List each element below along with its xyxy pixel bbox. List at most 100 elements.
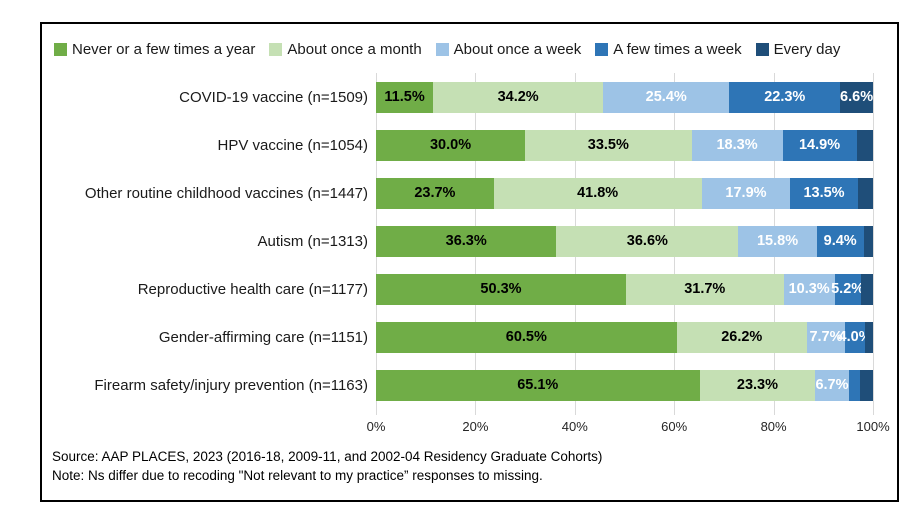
bar-segment: 11.5% bbox=[376, 81, 434, 113]
legend-item-0: Never or a few times a year bbox=[54, 41, 255, 58]
segment-value-label: 33.5% bbox=[587, 137, 629, 153]
bar-row: HPV vaccine (n=1054) 30.0% 33.5% 18.3% 14.9% bbox=[42, 121, 897, 169]
category-label: HPV vaccine (n=1054) bbox=[217, 136, 369, 154]
category-label: Gender-affirming care (n=1151) bbox=[158, 328, 368, 346]
bar-segment bbox=[865, 321, 873, 353]
bar-track: 50.3% 31.7% 10.3% 5.2% bbox=[376, 273, 873, 305]
axis-tick-label: 60% bbox=[661, 419, 688, 434]
legend-label: About once a week bbox=[453, 41, 582, 58]
bar-track: 23.7% 41.8% 17.9% 13.5% bbox=[376, 177, 873, 209]
bar-segment: 23.3% bbox=[699, 369, 816, 401]
chart-footer: Source: AAP PLACES, 2023 (2016-18, 2009-… bbox=[42, 435, 897, 486]
bar-segment: 36.3% bbox=[376, 225, 557, 257]
bar-segment: 26.2% bbox=[676, 321, 807, 353]
bar-track: 65.1% 23.3% 6.7% bbox=[376, 369, 873, 401]
bar-track: 36.3% 36.6% 15.8% 9.4% bbox=[376, 225, 873, 257]
bar-segment: 17.9% bbox=[701, 177, 791, 209]
stacked-bar-chart: COVID-19 vaccine (n=1509) 11.5% 34.2% 25.4%… bbox=[42, 73, 897, 415]
bar-segment: 13.5% bbox=[790, 177, 858, 209]
axis-tick-label: 80% bbox=[760, 419, 787, 434]
bar-segment bbox=[860, 369, 873, 401]
segment-value-label: 9.4% bbox=[823, 233, 857, 249]
bar-segment: 33.5% bbox=[525, 129, 692, 161]
bar-segment: 7.7% bbox=[806, 321, 846, 353]
legend-label: Every day bbox=[773, 41, 841, 58]
bar-segment: 65.1% bbox=[376, 369, 700, 401]
segment-value-label: 13.5% bbox=[803, 185, 845, 201]
category-label: Firearm safety/injury prevention (n=1163… bbox=[94, 376, 368, 394]
segment-value-label: 23.7% bbox=[414, 185, 456, 201]
bar-segment: 22.3% bbox=[729, 81, 841, 113]
bar-segment: 18.3% bbox=[691, 129, 783, 161]
segment-value-label: 22.3% bbox=[764, 89, 806, 105]
segment-value-label: 41.8% bbox=[577, 185, 619, 201]
bar-segment: 36.6% bbox=[556, 225, 739, 257]
legend-label: A few times a week bbox=[613, 41, 742, 58]
legend-item-4: Every day bbox=[755, 41, 841, 58]
segment-value-label: 17.9% bbox=[725, 185, 767, 201]
bar-segment: 4.0% bbox=[839, 321, 872, 353]
segment-value-label: 60.5% bbox=[505, 329, 547, 345]
bar-segment: 25.4% bbox=[603, 81, 730, 113]
legend-label: Never or a few times a year bbox=[72, 41, 256, 58]
bar-row: Autism (n=1313) 36.3% 36.6% 15.8% 9.4% bbox=[42, 217, 897, 265]
chart-figure: Never or a few times a year About once a … bbox=[40, 22, 899, 502]
segment-value-label: 7.7% bbox=[809, 329, 843, 345]
segment-value-label: 36.3% bbox=[445, 233, 487, 249]
source-text: Source: AAP PLACES, 2023 (2016-18, 2009-… bbox=[52, 449, 603, 464]
segment-value-label: 18.3% bbox=[716, 137, 758, 153]
bar-segment bbox=[863, 225, 873, 257]
segment-value-label: 25.4% bbox=[645, 89, 687, 105]
bar-segment bbox=[856, 129, 873, 161]
segment-value-label: 6.7% bbox=[815, 377, 849, 393]
bar-segment: 9.4% bbox=[816, 225, 864, 257]
segment-value-label: 11.5% bbox=[384, 89, 425, 105]
chart-legend: Never or a few times a year About once a … bbox=[42, 24, 897, 58]
bar-row: Other routine childhood vaccines (n=1447… bbox=[42, 169, 897, 217]
bar-row: Reproductive health care (n=1177) 50.3% 31… bbox=[42, 265, 897, 313]
bar-row: Firearm safety/injury prevention (n=1163… bbox=[42, 361, 897, 409]
x-axis: 0% 20% 40% 60% 80% 100% bbox=[367, 419, 890, 435]
segment-value-label: 14.9% bbox=[798, 137, 841, 153]
legend-swatch-icon bbox=[54, 43, 67, 56]
bar-row: Gender-affirming care (n=1151) 60.5% 26.2%… bbox=[42, 313, 897, 361]
segment-value-label: 4.0% bbox=[838, 329, 872, 345]
legend-swatch-icon bbox=[435, 43, 449, 56]
segment-value-label: 6.6% bbox=[840, 89, 874, 105]
bar-segment: 6.6% bbox=[840, 81, 874, 113]
bar-segment bbox=[860, 273, 873, 305]
legend-item-2: About once a week bbox=[435, 41, 582, 58]
segment-value-label: 34.2% bbox=[497, 89, 539, 105]
segment-value-label: 65.1% bbox=[517, 377, 559, 393]
bar-segment: 30.0% bbox=[376, 129, 526, 161]
bar-segment: 15.8% bbox=[738, 225, 817, 257]
bar-segment: 5.2% bbox=[831, 273, 864, 305]
segment-value-label: 50.3% bbox=[480, 281, 522, 297]
axis-tick-label: 40% bbox=[561, 419, 588, 434]
bar-track: 11.5% 34.2% 25.4% 22.3% 6.6% bbox=[376, 81, 874, 113]
segment-value-label: 5.2% bbox=[831, 281, 865, 297]
legend-item-1: About once a month bbox=[269, 41, 422, 58]
segment-value-label: 30.0% bbox=[429, 137, 472, 153]
axis-tick-label: 0% bbox=[366, 419, 386, 434]
bar-segment: 41.8% bbox=[493, 177, 702, 209]
axis-tick-label: 100% bbox=[856, 419, 890, 434]
bar-segment: 10.3% bbox=[783, 273, 835, 305]
bar-segment: 60.5% bbox=[376, 321, 677, 353]
category-label: Other routine childhood vaccines (n=1447… bbox=[84, 184, 368, 202]
bar-track: 60.5% 26.2% 7.7% 4.0% bbox=[376, 321, 873, 353]
segment-value-label: 36.6% bbox=[626, 233, 668, 249]
note-text: Note: Ns differ due to recoding "Not rel… bbox=[52, 467, 543, 483]
legend-label: About once a month bbox=[287, 41, 422, 58]
segment-value-label: 23.3% bbox=[736, 377, 778, 393]
bar-row: COVID-19 vaccine (n=1509) 11.5% 34.2% 25.4%… bbox=[42, 73, 897, 121]
segment-value-label: 15.8% bbox=[756, 233, 799, 249]
segment-value-label: 10.3% bbox=[788, 281, 830, 297]
bar-segment: 50.3% bbox=[376, 273, 626, 305]
category-label: Autism (n=1313) bbox=[257, 232, 368, 250]
bar-segment: 34.2% bbox=[433, 81, 604, 113]
category-label: COVID-19 vaccine (n=1509) bbox=[179, 88, 368, 106]
bar-segment: 23.7% bbox=[376, 177, 494, 209]
legend-item-3: A few times a week bbox=[595, 41, 742, 58]
